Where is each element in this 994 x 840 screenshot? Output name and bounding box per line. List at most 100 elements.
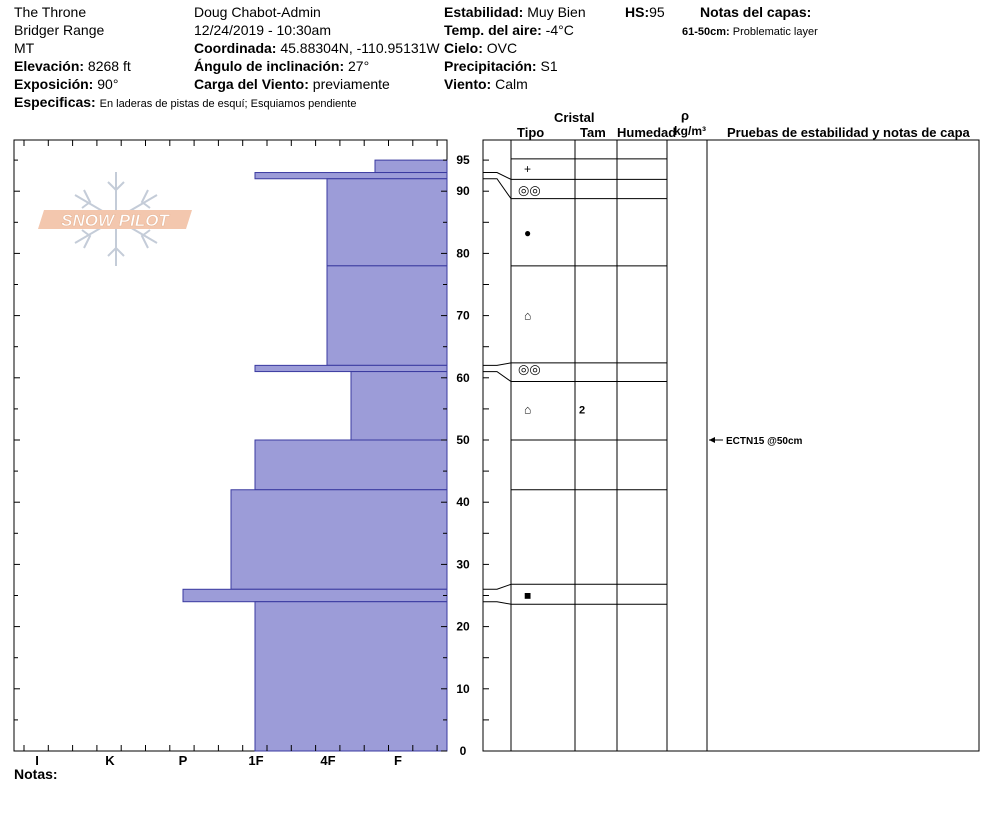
stability-row: Estabilidad: Muy Bien	[444, 4, 586, 20]
observation-datetime: 12/24/2019 - 10:30am	[194, 22, 331, 38]
layer-notes-title: Notas del capas:	[700, 4, 812, 20]
slope-value: 27°	[348, 58, 370, 74]
crystal-type-symbol: ⌂	[524, 309, 531, 323]
type-header: Tipo	[517, 125, 545, 140]
hs-value: 95	[649, 4, 665, 20]
depth-label: 60	[456, 371, 470, 385]
stability-value: Muy Bien	[527, 4, 586, 20]
layer-note-text: Problematic layer	[732, 26, 818, 38]
depth-label: 10	[456, 682, 470, 696]
hardness-label: 4F	[320, 753, 335, 768]
notes-label: Notas:	[14, 766, 58, 782]
moisture-header: Humedad	[617, 125, 677, 140]
state-name: MT	[14, 40, 35, 56]
elevation-value: 8268 ft	[87, 58, 131, 74]
layer-note-range: 61-50cm:	[682, 26, 730, 38]
hardness-label: I	[35, 753, 39, 768]
crystal-header: Cristal	[554, 110, 595, 125]
sky-label: Cielo:	[444, 40, 483, 56]
hardness-layer-bar	[254, 172, 448, 180]
hs-row: HS:95	[625, 4, 665, 20]
tests-header: Pruebas de estabilidad y notas de capa	[727, 125, 970, 140]
crystal-type-symbol: ●	[524, 226, 531, 240]
hardness-axis: I K P 1F 4F F	[35, 753, 402, 768]
hardness-label: P	[179, 753, 188, 768]
hardness-label: K	[105, 753, 115, 768]
slope-label: Ángulo de inclinación:	[194, 58, 345, 74]
table-row-line	[483, 601, 667, 605]
coordinate-row: Coordinada: 45.88304N, -110.95131W	[194, 40, 440, 56]
elevation-label: Elevación:	[14, 58, 85, 74]
plot-ticks	[14, 140, 489, 752]
table-row-line	[483, 362, 667, 366]
specifics-value: En laderas de pistas de esquí; Esquiamos…	[99, 98, 357, 110]
size-header: Tam	[580, 125, 606, 140]
hardness-layer-bar	[230, 489, 448, 590]
hardness-layers	[182, 159, 448, 752]
table-row-line	[483, 583, 667, 590]
sky-row: Cielo: OVC	[444, 40, 517, 56]
depth-label: 20	[456, 620, 470, 634]
hardness-layer-bar	[350, 371, 448, 441]
table-row-line	[483, 371, 667, 383]
depth-label: 40	[456, 495, 470, 509]
snowpilot-logo: SNOW PILOT	[38, 172, 192, 266]
specifics-label: Especificas:	[14, 94, 96, 110]
wind-load-label: Carga del Viento:	[194, 76, 309, 92]
wind-load-row: Carga del Viento: previamente	[194, 76, 390, 92]
hardness-layer-bar	[326, 265, 448, 366]
location-name: The Throne	[14, 4, 87, 20]
crystal-type-symbol: ◎◎	[518, 183, 541, 198]
table-row-line	[483, 172, 667, 180]
hardness-layer-bar	[326, 178, 448, 267]
depth-label: 0	[460, 744, 467, 758]
logo-text: SNOW PILOT	[61, 211, 170, 230]
density-symbol: ρ	[681, 108, 690, 123]
observer-name: Doug Chabot-Admin	[194, 4, 321, 20]
depth-label: 95	[456, 153, 470, 167]
wind-load-value: previamente	[312, 76, 390, 92]
depth-label: 30	[456, 557, 470, 571]
wind-row: Viento: Calm	[444, 76, 528, 92]
depth-label: 70	[456, 309, 470, 323]
stability-test-label: ECTN15 @50cm	[726, 436, 803, 447]
wind-label: Viento:	[444, 76, 492, 92]
depth-label: 80	[456, 246, 470, 260]
crystal-size: 2	[579, 405, 585, 417]
crystal-type-symbol: ◎◎	[518, 362, 541, 377]
coordinate-value: 45.88304N, -110.95131W	[280, 40, 440, 56]
stability-label: Estabilidad:	[444, 4, 524, 20]
slope-row: Ángulo de inclinación: 27°	[194, 58, 369, 74]
specifics-row: Especificas: En laderas de pistas de esq…	[14, 94, 356, 112]
test-arrow-head	[709, 437, 715, 443]
air-temp-row: Temp. del aire: -4°C	[444, 22, 574, 38]
aspect-label: Exposición:	[14, 76, 94, 92]
layer-table-frame	[482, 139, 980, 752]
hardness-layer-bar	[374, 159, 448, 174]
hardness-layer-bar	[182, 588, 448, 603]
hs-label: HS:	[625, 4, 650, 20]
hardness-label: 1F	[248, 753, 263, 768]
wind-value: Calm	[495, 76, 528, 92]
depth-label: 90	[456, 184, 470, 198]
range-name: Bridger Range	[14, 22, 105, 38]
precip-label: Precipitación:	[444, 58, 537, 74]
stability-tests: ECTN15 @50cm	[709, 436, 803, 447]
air-temp-value: -4°C	[545, 22, 574, 38]
logo-banner	[38, 210, 192, 229]
table-row-line	[483, 178, 667, 200]
aspect-value: 90°	[97, 76, 119, 92]
hardness-layer-bar	[254, 439, 448, 491]
crystal-type-symbol: +	[524, 162, 531, 176]
crystal-type-symbol: ■	[524, 589, 531, 603]
hardness-layer-bar	[254, 601, 448, 752]
sky-value: OVC	[486, 40, 518, 56]
elevation-row: Elevación: 8268 ft	[14, 58, 131, 74]
layer-table-rows	[483, 158, 667, 605]
aspect-row: Exposición: 90°	[14, 76, 118, 92]
density-unit: kg/m³	[674, 124, 707, 138]
depth-label: 50	[456, 433, 470, 447]
coordinate-label: Coordinada:	[194, 40, 277, 56]
layer-note-row: 61-50cm: Problematic layer	[682, 24, 818, 40]
